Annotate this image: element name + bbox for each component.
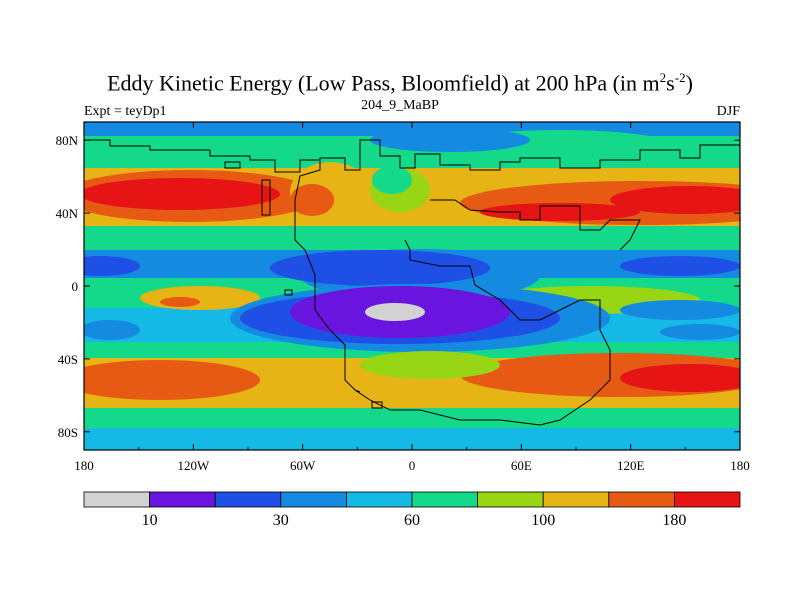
x-tick-label: 120E xyxy=(617,458,645,473)
colorbar-label: 100 xyxy=(531,512,555,529)
x-tick-label: 180 xyxy=(74,458,94,473)
x-tick-label: 0 xyxy=(409,458,416,473)
colorbar-swatch xyxy=(149,491,216,508)
map-subtitle: 204_9_MaBP xyxy=(361,98,439,113)
colorbar-label: 60 xyxy=(404,512,420,529)
colorbar-swatch xyxy=(280,491,347,508)
colorbar-swatch xyxy=(411,491,478,508)
colorbar-swatch xyxy=(214,491,282,508)
colorbar-swatch xyxy=(608,491,675,508)
y-tick-label: 80S xyxy=(58,425,78,440)
colorbar-label: 180 xyxy=(662,512,686,529)
colorbar: 10 30 60 100 180 xyxy=(83,491,741,529)
eke-field xyxy=(84,122,740,450)
map-axes: 180 120W 60W 0 60E 120E 180 80N 40N 0 40S 80S xyxy=(56,122,750,473)
map-title: Eddy Kinetic Energy (Low Pass, Bloomfiel… xyxy=(107,70,693,96)
colorbar-swatch xyxy=(83,491,150,508)
y-tick-label: 0 xyxy=(72,279,79,294)
colorbar-swatch xyxy=(477,491,544,508)
colorbar-swatch xyxy=(345,491,413,508)
y-tick-label: 40S xyxy=(58,352,78,367)
y-tick-label: 80N xyxy=(56,133,79,148)
colorbar-label: 30 xyxy=(273,512,289,529)
coastlines xyxy=(84,139,740,426)
colorbar-label: 10 xyxy=(142,512,158,529)
x-tick-label: 60W xyxy=(290,458,316,473)
colorbar-swatch xyxy=(674,491,741,508)
x-tick-label: 120W xyxy=(177,458,210,473)
x-tick-label: 60E xyxy=(511,458,532,473)
y-tick-label: 40N xyxy=(56,206,79,221)
experiment-label: Expt = teyDp1 xyxy=(84,104,167,119)
x-tick-label: 180 xyxy=(730,458,750,473)
season-label: DJF xyxy=(716,104,740,119)
colorbar-swatch xyxy=(542,491,610,508)
